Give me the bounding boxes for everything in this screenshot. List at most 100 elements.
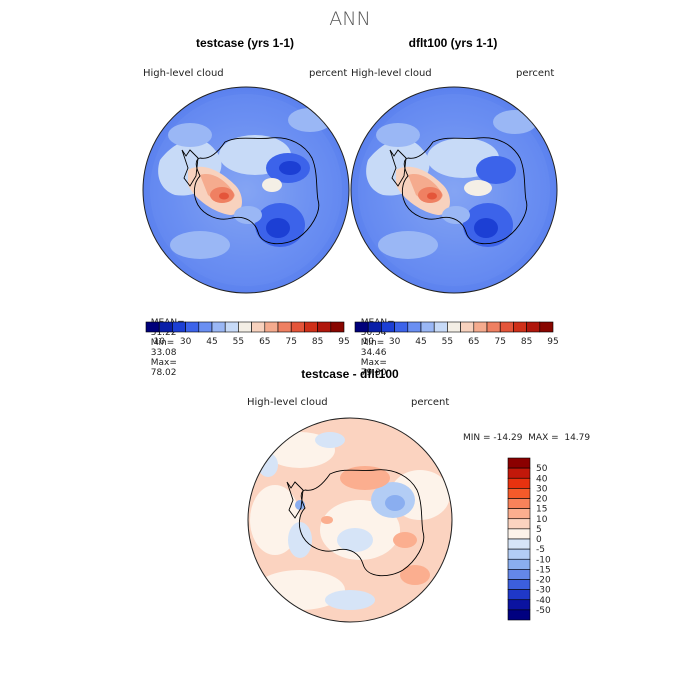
panel-1-mean: 51.22 [150, 328, 177, 338]
colorbar-diff-swatch [507, 518, 531, 530]
diff-panel-variable: High-level cloud [247, 397, 328, 408]
colorbar-panel-1-swatch [198, 321, 213, 333]
colorbar-diff-label: 15 [536, 505, 547, 515]
colorbar-panel-1-swatch [224, 321, 239, 333]
colorbar-panel-2-swatch [513, 321, 527, 333]
colorbar-panel-2-swatch [473, 321, 488, 333]
colorbar-diff-swatch [507, 467, 531, 479]
colorbar-panel-1-swatch [251, 321, 266, 333]
diff-minmax: MIN = -14.29 MAX = 14.79 [463, 433, 591, 443]
colorbar-panel-1-label: 45 [206, 337, 217, 347]
panel-1-map-border [142, 86, 350, 294]
colorbar-panel-2-label: 85 [521, 337, 532, 347]
colorbar-panel-2-swatch [499, 321, 514, 333]
colorbar-panel-2-label: 10 [362, 337, 374, 347]
colorbar-panel-1-swatch [238, 321, 252, 333]
figure-title: ANN [329, 8, 371, 30]
panel-2-max-label: Max= [360, 358, 387, 368]
colorbar-diff-label: -5 [536, 545, 545, 555]
colorbar-panel-1-swatch [211, 321, 226, 333]
colorbar-diff-swatch [507, 548, 531, 560]
panel-2-min-label: Min= [360, 338, 385, 348]
panel-2-max: 79.30 [360, 368, 387, 378]
colorbar-panel-1-label: 55 [233, 337, 244, 347]
colorbar-panel-1-swatch [277, 321, 292, 333]
colorbar-panel-1-swatch [304, 321, 318, 333]
colorbar-diff-label: 30 [536, 484, 548, 494]
colorbar-panel-2-label: 65 [468, 337, 479, 347]
panel-1-map [143, 87, 349, 293]
colorbar-diff-swatch [507, 609, 531, 621]
colorbar-panel-1-swatch [185, 321, 200, 333]
colorbar-panel-2-swatch [526, 321, 541, 333]
colorbar-panel-1-swatch [145, 321, 160, 333]
colorbar-diff-swatch [507, 488, 531, 499]
panel-1-max-label: Max= [150, 358, 177, 368]
panel-2-mean: 50.54 [360, 328, 387, 338]
colorbar-panel-2-swatch [460, 321, 475, 333]
colorbar-diff-label: 40 [536, 474, 548, 484]
colorbar-diff-swatch [507, 589, 531, 601]
diff-panel-units: percent [411, 397, 450, 408]
colorbar-diff-swatch [507, 498, 531, 509]
colorbar-diff-swatch [507, 558, 531, 570]
panel-1-variable: High-level cloud [143, 68, 224, 79]
colorbar-panel-1-swatch [158, 321, 173, 333]
panel-2-title: dflt100 (yrs 1-1) [408, 36, 498, 50]
colorbar-diff-swatch [507, 508, 531, 520]
colorbar-panel-2-swatch [420, 321, 435, 333]
colorbar-panel-1-swatch [330, 321, 345, 333]
colorbar-panel-1-swatch [264, 321, 279, 333]
diff-map [248, 418, 452, 622]
colorbar-panel-2: 10 30 45 55 65 75 85 95 [354, 321, 559, 347]
colorbar-diff-swatch [507, 569, 531, 580]
colorbar-panel-2-swatch [367, 321, 382, 333]
colorbar-panel-1: 10 30 45 55 65 75 85 95 [145, 321, 350, 347]
diff-panel-title: testcase - dflt100 [301, 367, 399, 381]
colorbar-panel-2-swatch [394, 321, 409, 333]
panel-1-min: 33.08 [150, 348, 177, 358]
colorbar-panel-2-swatch [539, 321, 554, 333]
colorbar-diff-swatch [507, 477, 531, 489]
colorbar-panel-1-swatch [172, 321, 186, 333]
colorbar-diff-label: -50 [536, 606, 551, 616]
colorbar-diff-label: -20 [536, 576, 551, 586]
colorbar-diff-label: 5 [536, 525, 542, 535]
colorbar-panel-2-swatch [447, 321, 461, 333]
colorbar-diff-label: 0 [536, 535, 542, 545]
colorbar-diff-swatch [507, 538, 531, 550]
panel-1-max: 78.02 [150, 368, 177, 378]
colorbar-diff-label: -40 [536, 596, 551, 606]
colorbar-diff-swatch [507, 599, 531, 611]
panel-1-title: testcase (yrs 1-1) [195, 36, 295, 50]
colorbar-diff-swatch [507, 528, 531, 540]
colorbar-panel-1-label: 10 [153, 337, 165, 347]
colorbar-panel-2-swatch [381, 321, 395, 333]
panel-2-variable: High-level cloud [351, 68, 432, 79]
panel-2-map [351, 87, 557, 293]
colorbar-diff-swatch [507, 457, 531, 469]
colorbar-panel-2-label: 95 [547, 337, 558, 347]
colorbar-diff-label: 10 [536, 515, 548, 525]
panel-2-map-border [350, 86, 558, 294]
diff-map-border [247, 417, 453, 623]
colorbar-panel-1-swatch [317, 321, 332, 333]
colorbar-panel-2-label: 45 [415, 337, 426, 347]
colorbar-panel-2-swatch [433, 321, 448, 333]
panel-2-units: percent [516, 68, 555, 79]
colorbar-panel-2-swatch [486, 321, 501, 333]
colorbar-diff-label: 20 [536, 495, 548, 505]
colorbar-panel-1-label: 95 [338, 337, 349, 347]
colorbar-diff-label: -15 [536, 565, 551, 575]
colorbar-panel-1-label: 65 [259, 337, 270, 347]
colorbar-panel-1-swatch [290, 321, 305, 333]
colorbar-diff-swatch [507, 579, 531, 590]
colorbar-diff-label: -30 [536, 586, 551, 596]
panel-1-units: percent [309, 68, 348, 79]
colorbar-panel-2-swatch [354, 321, 369, 333]
colorbar-panel-1-label: 85 [312, 337, 323, 347]
colorbar-diff-label: 50 [536, 464, 548, 474]
colorbar-panel-1-label: 75 [285, 337, 296, 347]
